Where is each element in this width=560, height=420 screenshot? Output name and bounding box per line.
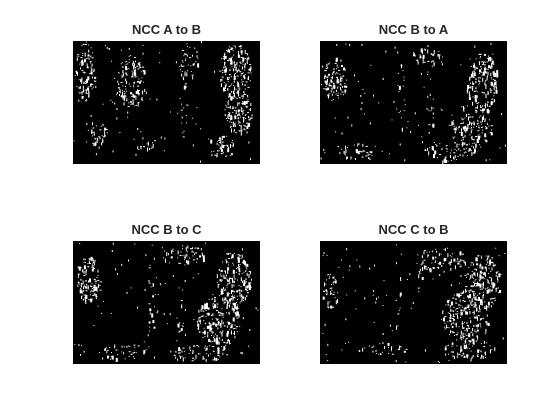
panel-title: NCC A to B [131, 22, 202, 37]
panel-title: NCC B to C [131, 222, 202, 237]
ncc-panel-c-to-b: NCC C to B [320, 222, 507, 364]
ncc-binary-image [73, 41, 260, 164]
ncc-binary-image [320, 241, 507, 364]
panel-title: NCC B to A [378, 22, 449, 37]
panel-title: NCC C to B [378, 222, 449, 237]
ncc-panel-b-to-a: NCC B to A [320, 22, 507, 164]
ncc-panel-b-to-c: NCC B to C [73, 222, 260, 364]
ncc-panel-a-to-b: NCC A to B [73, 22, 260, 164]
ncc-binary-image [320, 41, 507, 164]
ncc-binary-image [73, 241, 260, 364]
